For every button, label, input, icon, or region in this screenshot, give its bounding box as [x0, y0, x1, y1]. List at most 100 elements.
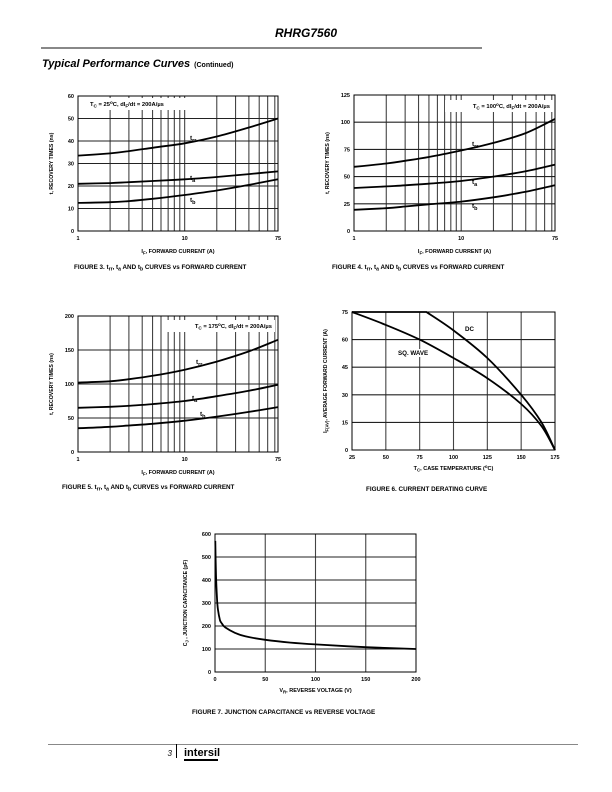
series-label-main: t — [190, 197, 193, 204]
condition-annotation: TC = 100oC, dIF/dt = 200A/µs — [473, 102, 550, 111]
condition-annotation-part: = 100 — [480, 104, 496, 110]
page-number: 3 — [167, 749, 172, 758]
x-axis-label: VR, REVERSE VOLTAGE (V) — [279, 688, 352, 695]
series-label: ta — [190, 175, 196, 184]
y-axis-label: t, RECOVERY TIMES (ns) — [49, 132, 55, 194]
series-label-sub: a — [192, 178, 196, 184]
figure-caption-part: AND t — [109, 484, 129, 491]
plot-frame — [351, 311, 556, 451]
condition-annotation-part: o — [110, 100, 113, 105]
series-label-sub: a — [194, 398, 198, 404]
x-tick-label: 125 — [483, 455, 492, 461]
figure-caption-part: AND t — [121, 264, 141, 271]
series-label-main: t — [200, 411, 203, 418]
y-tick-label: 30 — [342, 393, 348, 399]
annotation-box — [167, 320, 275, 332]
section-heading: Typical Performance Curves (Continued) — [42, 58, 233, 70]
series-curve-sq-wave — [351, 311, 556, 451]
x-axis-label-part: , FORWARD CURRENT (A) — [422, 249, 491, 255]
figure-caption-part: , t — [371, 264, 377, 271]
y-axis-label-part: I — [323, 431, 329, 433]
x-axis-label-part: T — [414, 466, 418, 472]
series-curve-tb — [77, 406, 279, 430]
condition-annotation-part: T — [195, 324, 199, 330]
y-axis-label-part: F(AV) — [325, 420, 330, 431]
y-tick-label: 40 — [68, 139, 74, 145]
series-label-sub: rr — [198, 362, 203, 368]
series-label-main: t — [190, 175, 193, 182]
y-tick-label: 50 — [68, 416, 74, 422]
series-label: tb — [190, 197, 196, 206]
x-axis-label-part: F — [143, 472, 146, 477]
condition-annotation-part: C, dI — [113, 102, 126, 108]
condition-annotation-part: F — [233, 326, 236, 331]
x-tick-label: 100 — [311, 677, 320, 683]
figure-caption-part: b — [128, 487, 131, 493]
y-axis-label: t, RECOVERY TIMES (ns) — [325, 132, 331, 194]
x-tick-label: 1 — [76, 457, 79, 463]
condition-annotation-part: o — [496, 102, 499, 107]
intersil-logo: intersil — [184, 747, 220, 761]
series-label-sub: rr — [192, 138, 197, 144]
x-axis-label-part: I — [141, 249, 143, 255]
series-curve-tb — [77, 178, 279, 204]
y-tick-label: 100 — [65, 382, 74, 388]
series-label: ta — [192, 395, 198, 404]
y-tick-label: 25 — [344, 202, 350, 208]
x-tick-label: 175 — [550, 455, 559, 461]
figure-caption: FIGURE 5. trr, ta AND tb CURVES vs FORWA… — [62, 484, 235, 493]
series-label-sub: a — [474, 182, 478, 188]
condition-annotation-part: T — [473, 104, 477, 110]
plot-frame — [77, 315, 279, 453]
condition-annotation-part: /dt = 200A/µs — [236, 324, 272, 330]
y-tick-label: 50 — [68, 117, 74, 123]
plot-frame — [353, 94, 556, 232]
series-label-bg — [463, 325, 476, 333]
x-axis-label-part: C) — [488, 466, 494, 472]
series-label: tb — [200, 411, 206, 420]
series-label: trr — [472, 141, 479, 150]
series-curve-ta — [77, 383, 279, 409]
condition-annotation-part: C — [94, 104, 98, 109]
x-tick-label: 10 — [182, 236, 188, 242]
figure-caption-part: CURVES vs FORWARD CURRENT — [143, 264, 246, 271]
y-tick-label: 100 — [202, 647, 211, 653]
y-tick-label: 0 — [71, 450, 74, 456]
series-curve-ta — [353, 163, 556, 189]
figure-caption-part: FIGURE 3. t — [74, 264, 110, 271]
header-rule — [41, 47, 482, 49]
condition-annotation-part: C — [198, 326, 202, 331]
series-label-bg — [396, 349, 435, 357]
figure-caption-part: b — [140, 267, 143, 273]
y-tick-label: 100 — [341, 120, 350, 126]
figure-caption-part: rr — [367, 267, 371, 273]
x-tick-label: 100 — [449, 455, 458, 461]
x-tick-label: 1 — [76, 236, 79, 242]
y-tick-label: 15 — [342, 420, 348, 426]
series-label: trr — [190, 135, 197, 144]
x-axis-label-part: R — [283, 690, 287, 695]
x-tick-label: 75 — [275, 236, 281, 242]
figure-caption-part: a — [118, 267, 121, 273]
y-tick-label: 20 — [68, 184, 74, 190]
y-axis-label-part: J — [185, 640, 190, 643]
y-tick-label: 30 — [68, 162, 74, 168]
series-label-main: t — [192, 395, 195, 402]
series-label: tb — [472, 203, 478, 212]
x-axis-label: TC, CASE TEMPERATURE (oC) — [414, 464, 494, 473]
x-tick-label: 10 — [182, 457, 188, 463]
series-label: ta — [472, 179, 478, 188]
x-tick-label: 0 — [213, 677, 216, 683]
x-axis-label-part: , REVERSE VOLTAGE (V) — [286, 688, 352, 694]
x-axis-label-part: F — [419, 251, 422, 256]
x-axis-label: IF, FORWARD CURRENT (A) — [418, 249, 491, 256]
x-tick-label: 75 — [275, 457, 281, 463]
figure-caption-part: FIGURE 4. t — [332, 264, 368, 271]
condition-annotation-part: /dt = 200A/µs — [514, 104, 550, 110]
figure-caption-part: a — [106, 487, 109, 493]
y-tick-label: 45 — [342, 365, 348, 371]
x-tick-label: 1 — [352, 236, 355, 242]
y-tick-label: 150 — [65, 348, 74, 354]
y-axis-label-part: , AVERAGE FORWARD CURRENT (A) — [323, 329, 329, 421]
